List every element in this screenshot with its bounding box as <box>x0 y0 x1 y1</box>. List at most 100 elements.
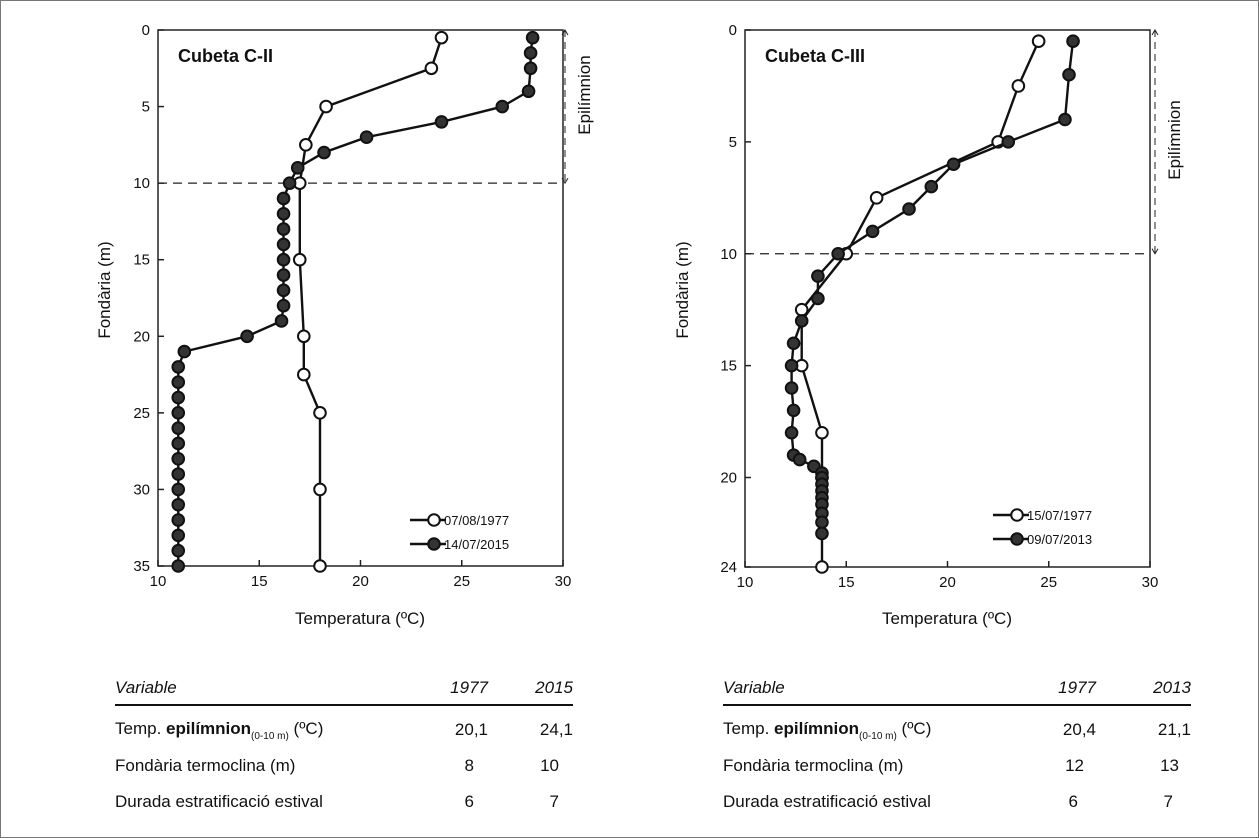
row-value-1: 20,4 <box>1062 720 1096 739</box>
data-point-filled <box>811 269 825 283</box>
x-tick-label: 10 <box>150 573 167 590</box>
data-point-open <box>424 61 439 76</box>
data-point-filled <box>434 115 449 129</box>
row-value-1: 6 <box>464 792 474 811</box>
row-value-1: 6 <box>1068 792 1078 811</box>
data-point-filled <box>171 421 186 435</box>
data-point-filled <box>784 381 799 395</box>
data-point-open <box>313 559 327 573</box>
epilimnion-label: Epilímnion <box>575 55 594 134</box>
data-point-filled <box>171 390 186 405</box>
row-label: Durada estratificació estival <box>115 792 323 811</box>
data-point-open <box>313 482 327 497</box>
data-point-open <box>869 191 884 205</box>
header-year-2: 2015 <box>488 678 573 706</box>
data-point-filled <box>865 224 880 239</box>
x-tick-label: 20 <box>939 574 956 591</box>
series-line-1 <box>177 37 534 566</box>
data-point-filled <box>811 291 825 306</box>
data-point-filled <box>290 161 305 175</box>
x-tick-label: 30 <box>555 573 572 590</box>
header-year-1: 1977 <box>398 678 488 706</box>
chart-cubeta-c3: Cubeta C-III Temperatura (ºC) Fondària (… <box>673 22 1184 628</box>
chart-cubeta-c2: Cubeta C-II Temperatura (ºC) Fondària (m… <box>95 22 594 628</box>
data-point-filled <box>495 99 510 114</box>
stats-table-c3: Variable 1977 2013 Temp. epilímnion(0-10… <box>723 678 1191 820</box>
row-value-2: 21,1 <box>1157 720 1191 739</box>
y-tick-label: 5 <box>142 99 150 116</box>
row-value-2: 7 <box>1163 792 1173 811</box>
data-point-filled <box>784 358 799 373</box>
y-tick-label: 15 <box>720 358 737 375</box>
data-point-filled <box>171 559 186 573</box>
data-point-filled <box>276 283 291 298</box>
row-value-1: 8 <box>464 756 474 775</box>
y-tick-label: 0 <box>142 22 150 39</box>
x-tick-label: 15 <box>838 574 855 591</box>
data-point-filled <box>276 268 291 282</box>
x-tick-label: 25 <box>1040 574 1057 591</box>
data-point-open <box>297 367 311 382</box>
data-point-filled <box>1062 67 1076 82</box>
data-point-filled <box>902 202 916 216</box>
data-point-filled <box>1001 135 1016 149</box>
data-point-filled <box>924 179 939 194</box>
legend-label: 15/07/1977 <box>1027 508 1092 523</box>
tick-group: 10 15 20 25 30 0 5 10 15 20 24 <box>720 22 1158 591</box>
x-tick-label: 15 <box>251 573 268 590</box>
data-point-filled <box>171 360 186 374</box>
data-point-filled <box>1058 112 1072 127</box>
y-tick-label: 10 <box>133 175 150 192</box>
data-point-filled <box>171 452 186 466</box>
row-label: Fondària termoclina (m) <box>723 756 904 775</box>
tick-group: 10 15 20 25 30 0 5 10 15 20 25 30 35 <box>133 22 571 590</box>
data-point-filled <box>815 515 829 530</box>
legend-label: 09/07/2013 <box>1027 532 1092 547</box>
x-axis-label: Temperatura (ºC) <box>295 609 425 628</box>
series-group <box>784 34 1080 574</box>
y-tick-label: 30 <box>133 481 150 498</box>
table-row: Durada estratificació estival 6 7 <box>115 784 573 820</box>
data-point-filled <box>317 145 331 160</box>
data-point-filled <box>171 528 186 543</box>
annotation-group <box>158 29 569 185</box>
header-year-1: 1977 <box>1006 678 1096 706</box>
y-tick-label: 10 <box>720 246 737 263</box>
y-tick-label: 20 <box>133 328 150 345</box>
data-point-open <box>297 329 311 344</box>
series-line-0 <box>800 40 1040 567</box>
series-group <box>171 30 540 573</box>
legend-marker <box>1010 508 1024 522</box>
y-axis-label: Fondària (m) <box>95 241 114 338</box>
row-label: Temp. epilímnion(0-10 m) (ºC) <box>723 718 932 742</box>
legend: 15/07/1977 09/07/2013 <box>993 508 1092 547</box>
data-point-open <box>434 30 449 45</box>
data-point-filled <box>276 298 291 313</box>
data-point-filled <box>276 252 291 267</box>
data-point-filled <box>525 30 540 45</box>
legend-marker <box>1010 532 1024 546</box>
data-point-filled <box>794 314 809 328</box>
table-header-row: Variable 1977 2013 <box>723 678 1191 706</box>
x-tick-label: 10 <box>737 574 754 591</box>
table-header-row: Variable 1977 2015 <box>115 678 573 706</box>
data-point-open <box>1011 79 1026 93</box>
epilimnion-label: Epilímnion <box>1165 100 1184 179</box>
data-point-filled <box>171 436 186 451</box>
data-point-filled <box>274 314 289 328</box>
y-tick-label: 5 <box>729 134 737 151</box>
y-tick-label: 25 <box>133 405 150 422</box>
data-point-filled <box>1066 34 1080 48</box>
data-point-open <box>319 99 333 114</box>
table-row: Fondària termoclina (m) 12 13 <box>723 748 1191 784</box>
data-point-filled <box>521 84 536 99</box>
data-point-filled <box>276 206 291 221</box>
epilimnion-arrow-bottom <box>561 177 569 185</box>
data-point-filled <box>786 336 801 351</box>
row-value-1: 20,1 <box>454 720 488 739</box>
data-point-filled <box>171 375 186 390</box>
row-label: Durada estratificació estival <box>723 792 931 811</box>
y-tick-label: 15 <box>133 252 150 269</box>
data-point-open <box>1031 34 1046 48</box>
